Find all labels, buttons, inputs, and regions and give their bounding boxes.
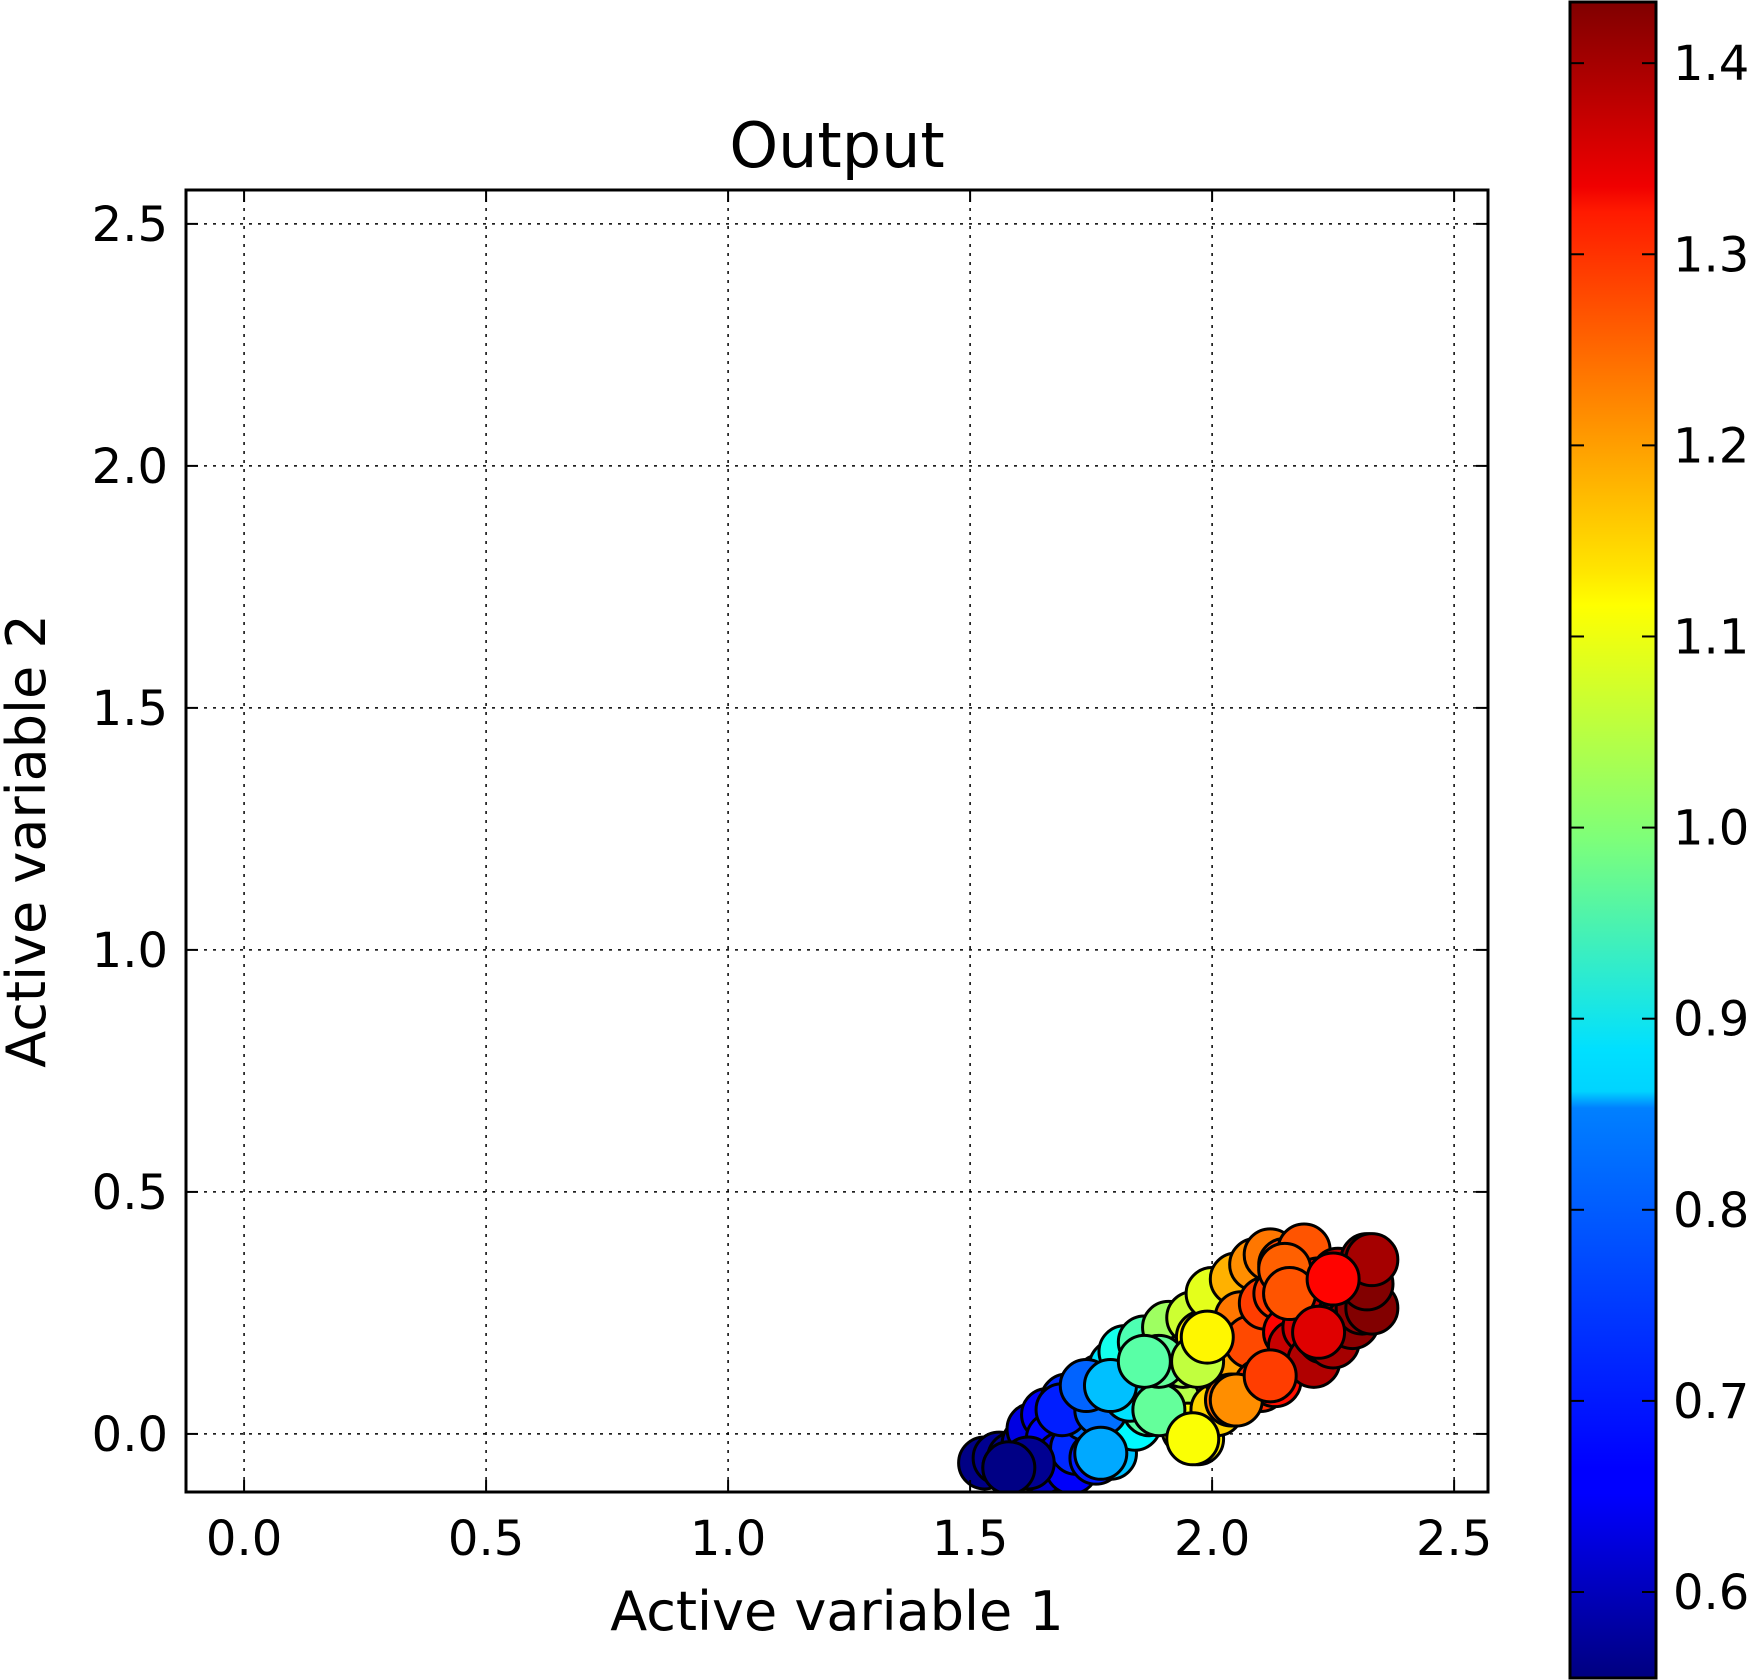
x-tick-label: 1.5 <box>932 1511 1008 1567</box>
x-tick-label: 1.0 <box>690 1511 766 1567</box>
grid-lines <box>186 190 1488 1492</box>
scatter-points <box>957 1222 1400 1492</box>
colorbar-tick-label: 0.8 <box>1673 1183 1749 1239</box>
y-tick-label: 2.5 <box>92 197 168 253</box>
x-axis-label: Active variable 1 <box>610 1580 1064 1643</box>
colorbar-tick-label: 0.9 <box>1673 992 1749 1048</box>
y-axis-ticks: 0.0 0.5 1.0 1.5 2.0 2.5 <box>92 197 1488 1463</box>
x-tick-label: 0.5 <box>448 1511 524 1567</box>
colorbar-tick-label: 1.1 <box>1673 609 1749 665</box>
data-point <box>1291 1304 1347 1360</box>
data-point <box>1305 1251 1361 1307</box>
y-axis-label: Active variable 2 <box>0 614 58 1068</box>
colorbar-tick-label: 0.7 <box>1673 1374 1749 1430</box>
y-tick-label: 2.0 <box>92 439 168 495</box>
x-tick-label: 0.0 <box>206 1511 282 1567</box>
data-point <box>1165 1411 1221 1467</box>
chart-title: Output <box>729 109 944 182</box>
y-tick-label: 1.5 <box>92 681 168 737</box>
data-point <box>981 1440 1037 1492</box>
x-axis-ticks: 0.0 0.5 1.0 1.5 2.0 2.5 <box>206 190 1492 1567</box>
y-tick-label: 0.0 <box>92 1407 168 1463</box>
data-point <box>1179 1309 1235 1365</box>
colorbar-tick-label: 0.6 <box>1673 1565 1749 1621</box>
plot-frame <box>184 188 1490 1494</box>
colorbar-tick-label: 1.3 <box>1673 227 1749 283</box>
colorbar-tick-label: 1.4 <box>1673 36 1749 92</box>
data-point <box>1242 1348 1298 1404</box>
colorbar-tick-label: 1.0 <box>1673 801 1749 857</box>
y-tick-label: 1.0 <box>92 923 168 979</box>
x-tick-label: 2.0 <box>1174 1511 1250 1567</box>
y-tick-label: 0.5 <box>92 1165 168 1221</box>
colorbar-tick-label: 1.2 <box>1673 418 1749 474</box>
data-point <box>1073 1425 1129 1481</box>
data-point <box>1116 1333 1172 1389</box>
colorbar-ticks: 0.6 0.7 0.8 0.9 1.0 1.1 1.2 1.3 1.4 <box>1570 36 1749 1621</box>
x-tick-label: 2.5 <box>1416 1511 1492 1567</box>
colorbar <box>1568 0 1658 1680</box>
